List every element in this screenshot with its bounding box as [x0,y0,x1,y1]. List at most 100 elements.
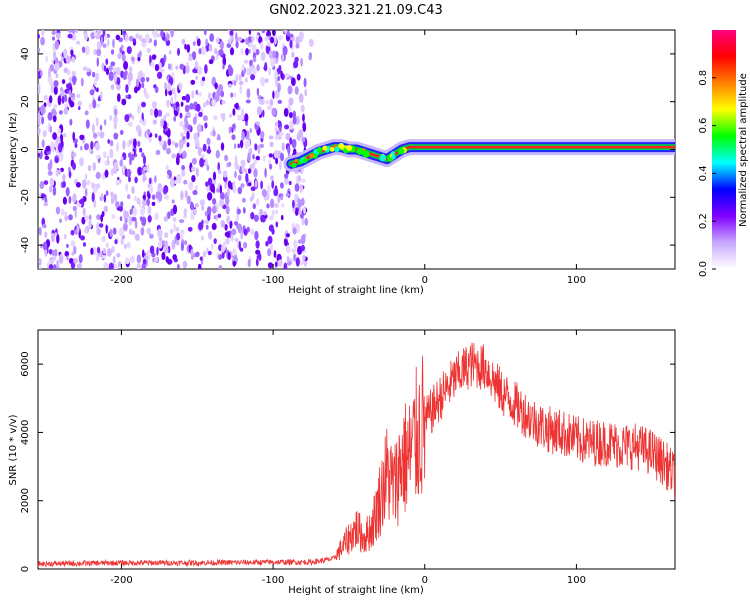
noise-blob [224,182,227,190]
noise-blob [40,104,46,115]
noise-blob [208,43,213,52]
noise-blob [222,63,225,70]
noise-blob [237,174,242,181]
noise-blob [235,40,239,49]
noise-blob [96,30,102,35]
noise-blob [117,261,122,268]
noise-blob [308,38,314,48]
noise-blob [109,228,113,238]
noise-blob [92,246,97,256]
noise-blob [84,33,88,41]
noise-blob [274,70,278,79]
noise-blob [60,208,65,216]
noise-blob [233,143,237,150]
noise-blob [248,42,253,48]
noise-blob [253,214,259,222]
noise-blob [65,187,70,197]
noise-blob [275,51,279,59]
noise-blob [144,33,150,43]
y-axis-ticks: 0 2000 4000 6000 [20,351,675,572]
noise-blob [219,40,224,50]
noise-blob [247,168,252,175]
x-axis-label: Height of straight line (km) [288,585,424,596]
noise-blob [207,250,212,256]
noise-blob [240,230,244,240]
noise-blob [71,251,74,256]
noise-blob [264,61,268,72]
noise-blob [300,197,305,206]
noise-blob [273,149,279,159]
colorbar-tick-label: 0.2 [698,213,709,229]
noise-blob [167,211,171,219]
noise-blob [96,57,100,67]
noise-blob [170,30,174,38]
noise-blob [167,63,171,70]
noise-blob [138,34,143,42]
noise-blob [255,240,260,249]
noise-blob [206,148,212,154]
noise-blob [163,216,168,222]
noise-blob [59,218,62,223]
x-tick-label: 0 [422,575,428,586]
noise-blob [221,250,225,259]
noise-blob [52,36,55,41]
noise-blob [280,215,284,221]
noise-blob [62,180,66,188]
trace-speck [294,159,298,162]
noise-blob [157,228,163,239]
noise-blob [281,203,285,208]
snr-series [38,342,675,568]
noise-blob [165,88,168,97]
noise-blob [108,71,114,81]
noise-blob [71,70,77,77]
noise-blob [72,131,75,141]
noise-blob [176,173,182,184]
noise-blob [153,257,159,263]
noise-blob [202,76,205,82]
noise-blob [43,180,49,186]
noise-blob [131,115,135,121]
noise-blob [230,92,233,98]
noise-blob [216,188,220,193]
noise-blob [185,65,190,74]
noise-blob [265,99,270,105]
noise-blob [110,198,115,204]
noise-blob [244,168,247,174]
noise-blob [190,249,194,257]
noise-blob [52,132,57,140]
trace-speck [322,145,328,151]
noise-blob [264,78,269,83]
noise-blob [176,239,180,246]
noise-blob [165,164,169,171]
noise-blob [231,92,237,98]
noise-blob [253,168,258,178]
noise-blob [147,205,152,215]
noise-blob [180,101,184,107]
noise-blob [173,91,177,101]
noise-blob [212,129,216,137]
noise-blob [262,154,266,162]
noise-blob [273,203,279,208]
noise-blob [133,195,137,202]
noise-blob [95,117,99,127]
noise-blob [171,87,176,94]
noise-blob [136,197,141,205]
noise-blob [241,131,245,141]
noise-blob [183,208,188,217]
noise-blob [297,175,302,182]
noise-blob [81,216,86,225]
noise-blob [252,154,255,160]
noise-blob [227,251,231,261]
noise-blob [193,208,197,215]
noise-blob [58,151,64,162]
noise-blob [49,185,53,193]
noise-blob [255,155,260,161]
noise-blob [231,134,236,141]
noise-blob [184,119,189,129]
noise-blob [164,240,169,248]
noise-blob [173,223,177,232]
noise-blob [295,36,300,46]
noise-blob [97,246,101,254]
noise-blob [292,199,295,209]
x-tick-label: -200 [110,575,133,586]
